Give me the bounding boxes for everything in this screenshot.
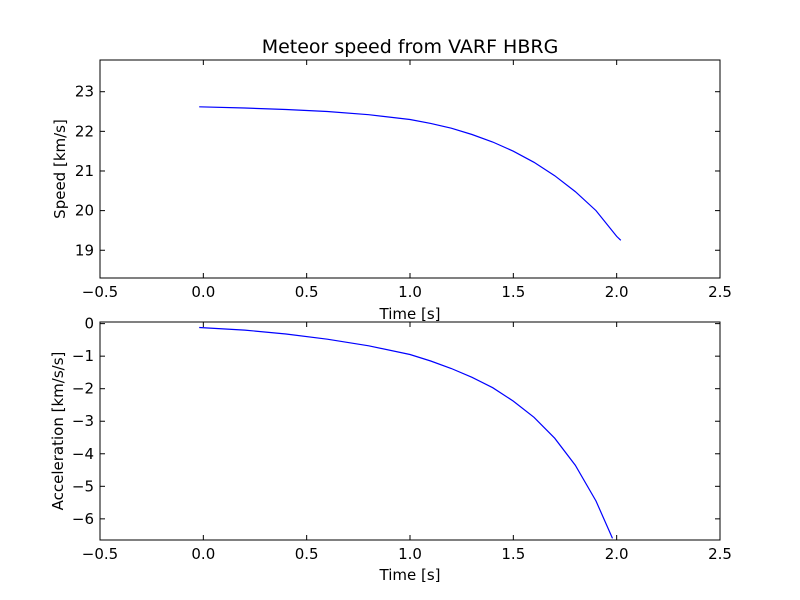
speed-x-axis-label: Time [s] xyxy=(379,305,441,323)
speed-x-tick-label: 1.0 xyxy=(398,283,422,301)
acceleration-x-tick-label: 1.5 xyxy=(501,545,525,563)
speed-series-line xyxy=(199,106,622,241)
acceleration-x-axis-label: Time [s] xyxy=(379,566,441,584)
acceleration-x-tick-label: 1.0 xyxy=(398,545,422,563)
acceleration-x-tick-label: 2.5 xyxy=(708,545,732,563)
acceleration-x-tick-label: −0.5 xyxy=(82,545,118,563)
acceleration-x-tick-label: 2.0 xyxy=(605,545,629,563)
acceleration-x-tick-label: 0.0 xyxy=(191,545,215,563)
speed-x-tick-label: 2.5 xyxy=(708,283,732,301)
speed-y-tick-label: 22 xyxy=(75,122,94,140)
acceleration-ticks: −0.5 0.0 0.5 1.0 1.5 2.0 2.5 0 −1 −2 −3 −4 −5 −6 xyxy=(72,315,732,563)
speed-x-tick-label: 0.0 xyxy=(191,283,215,301)
speed-x-tick-label: 0.5 xyxy=(295,283,319,301)
speed-x-tick-label: 1.5 xyxy=(501,283,525,301)
acceleration-y-axis-label: Acceleration [km/s/s] xyxy=(49,352,67,511)
speed-ticks: −0.5 0.0 0.5 1.0 1.5 2.0 2.5 19 20 21 22 23 xyxy=(75,60,732,301)
speed-y-tick-label: 19 xyxy=(75,241,94,259)
speed-y-tick-label: 23 xyxy=(75,83,94,101)
acceleration-series-line xyxy=(199,326,614,539)
acceleration-x-tick-label: 0.5 xyxy=(295,545,319,563)
speed-y-tick-label: 20 xyxy=(75,202,94,220)
speed-chart-panel: Meteor speed from VARF HBRG Time [s] Spe… xyxy=(51,36,732,323)
speed-x-tick-label: 2.0 xyxy=(605,283,629,301)
acceleration-y-tick-label: −2 xyxy=(72,380,94,398)
acceleration-y-tick-label: −4 xyxy=(72,445,94,463)
acceleration-y-tick-label: −3 xyxy=(72,412,94,430)
acceleration-chart-panel: Time [s] Acceleration [km/s/s] −0.5 0.0 0.… xyxy=(49,315,732,584)
acceleration-y-tick-label: −5 xyxy=(72,477,94,495)
chart-title: Meteor speed from VARF HBRG xyxy=(262,36,559,58)
speed-y-tick-label: 21 xyxy=(75,162,94,180)
speed-y-axis-label: Speed [km/s] xyxy=(51,119,69,219)
speed-x-tick-label: −0.5 xyxy=(82,283,118,301)
acceleration-y-tick-label: −1 xyxy=(72,347,94,365)
acceleration-y-tick-label: 0 xyxy=(84,315,94,333)
acceleration-y-tick-label: −6 xyxy=(72,510,94,528)
